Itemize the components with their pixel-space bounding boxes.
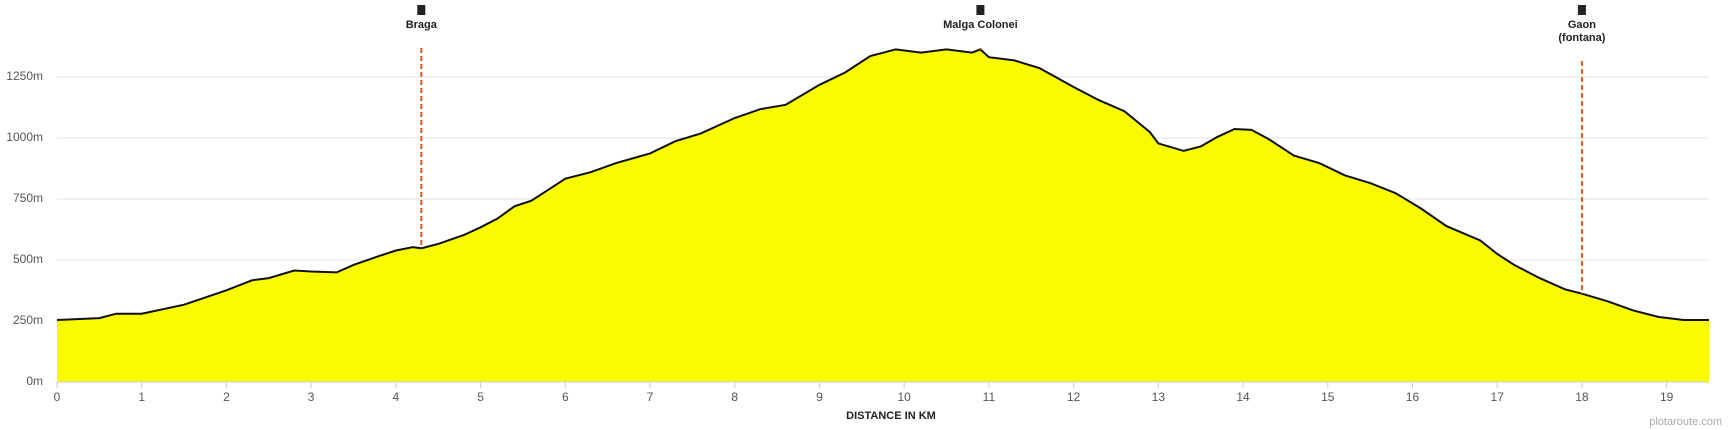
- x-tick-label: 13: [1152, 390, 1166, 404]
- x-tick-label: 5: [477, 390, 484, 404]
- x-tick-label: 19: [1660, 390, 1674, 404]
- x-axis-title: DISTANCE IN KM: [846, 410, 936, 422]
- x-tick-label: 9: [816, 390, 823, 404]
- elevation-line: [56, 48, 1709, 321]
- elevation-area: [57, 49, 1709, 383]
- x-tick-label: 16: [1406, 390, 1420, 404]
- x-tick-label: 1: [138, 390, 145, 404]
- x-tick-label: 2: [223, 390, 230, 404]
- x-tick-label: 4: [393, 390, 400, 404]
- x-tick-label: 7: [647, 390, 654, 404]
- marker-icon: [1577, 5, 1586, 15]
- x-tick-label: 17: [1491, 390, 1505, 404]
- credit: plotaroute.com: [1649, 416, 1722, 428]
- x-tick-label: 18: [1575, 390, 1589, 404]
- x-tick-label: 6: [562, 390, 569, 404]
- x-tick-label: 10: [897, 390, 911, 404]
- marker-label: Braga: [406, 19, 438, 31]
- marker-label: Gaon: [1568, 19, 1596, 31]
- x-tick-label: 0: [54, 390, 61, 404]
- x-tick-label: 12: [1067, 390, 1081, 404]
- x-tick-label: 15: [1321, 390, 1335, 404]
- y-tick-label: 250m: [13, 313, 43, 327]
- y-tick-label: 750m: [13, 191, 43, 205]
- x-tick-label: 8: [731, 390, 738, 404]
- marker-label: (fontana): [1558, 32, 1605, 44]
- y-tick-label: 1000m: [6, 130, 43, 144]
- x-tick-label: 14: [1236, 390, 1250, 404]
- x-tick-label: 3: [308, 390, 315, 404]
- marker-label: Malga Colonei: [943, 19, 1018, 31]
- x-tick-label: 11: [983, 390, 996, 404]
- y-tick-label: 500m: [13, 252, 43, 266]
- marker-icon: [417, 5, 426, 15]
- marker-icon: [976, 5, 985, 15]
- y-tick-label: 0m: [26, 374, 43, 388]
- y-tick-label: 1250m: [6, 69, 43, 83]
